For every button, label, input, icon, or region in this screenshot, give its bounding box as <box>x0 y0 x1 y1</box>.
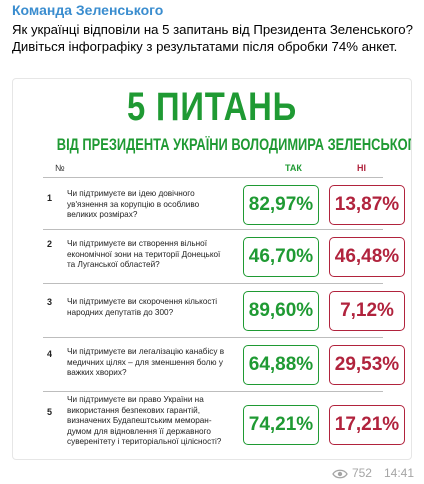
question-text: Чи підтримуєте ви ідею довічного ув'язне… <box>67 189 237 221</box>
infographic-subheadline: ВІД ПРЕЗИДЕНТА УКРАЇНИ ВОЛОДИМИРА ЗЕЛЕНС… <box>56 136 412 154</box>
divider <box>43 177 383 178</box>
divider <box>43 337 383 338</box>
column-header-yes: ТАК <box>285 163 302 173</box>
question-line: визначених Будапештським меморан- <box>67 416 212 425</box>
row-number: 1 <box>47 193 53 203</box>
question-line: та Луганської областей? <box>67 260 160 269</box>
question-line: суверенітету і територіальної цілісності… <box>67 437 222 446</box>
question-line: використання безпекових гарантій, <box>67 405 200 415</box>
eye-icon <box>332 468 348 482</box>
question-line: економічної зони на території Донецької <box>67 249 221 259</box>
question-line: народних депутатів до 300? <box>67 307 174 317</box>
divider <box>43 391 383 392</box>
yes-percent: 46,70% <box>243 237 319 277</box>
question-text: Чи підтримуєте ви скорочення кількості н… <box>67 297 237 318</box>
question-line: думом для відновлення її державного <box>67 426 211 436</box>
question-line: Чи підтримуєте ви скорочення кількості <box>67 297 218 306</box>
question-line: Чи підтримуєте ви створення вільної <box>67 239 207 248</box>
post-text-line-2: Дивіться інфографіку з результатами післ… <box>12 39 398 54</box>
yes-percent: 74,21% <box>243 405 319 445</box>
question-line: Чи підтримуєте ви право України на <box>67 395 204 404</box>
question-text: Чи підтримуєте ви легалізацію канабісу в… <box>67 347 237 379</box>
no-percent: 29,53% <box>329 345 405 385</box>
row-number: 2 <box>47 239 53 249</box>
question-line: великих розмірах? <box>67 210 138 219</box>
question-text: Чи підтримуєте ви створення вільної екон… <box>67 239 237 271</box>
no-percent: 13,87% <box>329 185 405 225</box>
question-line: медичних цілях – для зменшення болю у <box>67 357 223 367</box>
yes-percent: 89,60% <box>243 291 319 331</box>
infographic-headline: 5 ПИТАНЬ <box>127 85 297 129</box>
question-line: Чи підтримуєте ви легалізацію канабісу в <box>67 347 225 356</box>
no-percent: 7,12% <box>329 291 405 331</box>
yes-percent: 82,97% <box>243 185 319 225</box>
question-text: Чи підтримуєте ви право України на викор… <box>67 395 237 448</box>
question-line: важких хворих? <box>67 368 127 377</box>
infographic-image[interactable]: 5 ПИТАНЬ ВІД ПРЕЗИДЕНТА УКРАЇНИ ВОЛОДИМИ… <box>12 78 412 460</box>
no-percent: 17,21% <box>329 405 405 445</box>
yes-percent: 64,88% <box>243 345 319 385</box>
question-line: Чи підтримуєте ви ідею довічного <box>67 189 195 198</box>
divider <box>43 229 383 230</box>
column-header-number: № <box>55 163 65 173</box>
column-header-no: НІ <box>357 163 366 173</box>
no-percent: 46,48% <box>329 237 405 277</box>
channel-name[interactable]: Команда Зеленського <box>12 2 164 18</box>
post-text-line-1: Як українці відповіли на 5 запитань від … <box>12 22 413 37</box>
row-number: 3 <box>47 297 53 307</box>
divider <box>43 283 383 284</box>
row-number: 4 <box>47 349 53 359</box>
question-line: ув'язнення за корупцію в особливо <box>67 199 200 209</box>
post-text: Як українці відповіли на 5 запитань від … <box>12 21 417 55</box>
view-count: 752 <box>351 466 372 480</box>
post-time: 14:41 <box>383 466 414 480</box>
post-meta: 752 14:41 <box>332 466 414 482</box>
row-number: 5 <box>47 407 53 417</box>
